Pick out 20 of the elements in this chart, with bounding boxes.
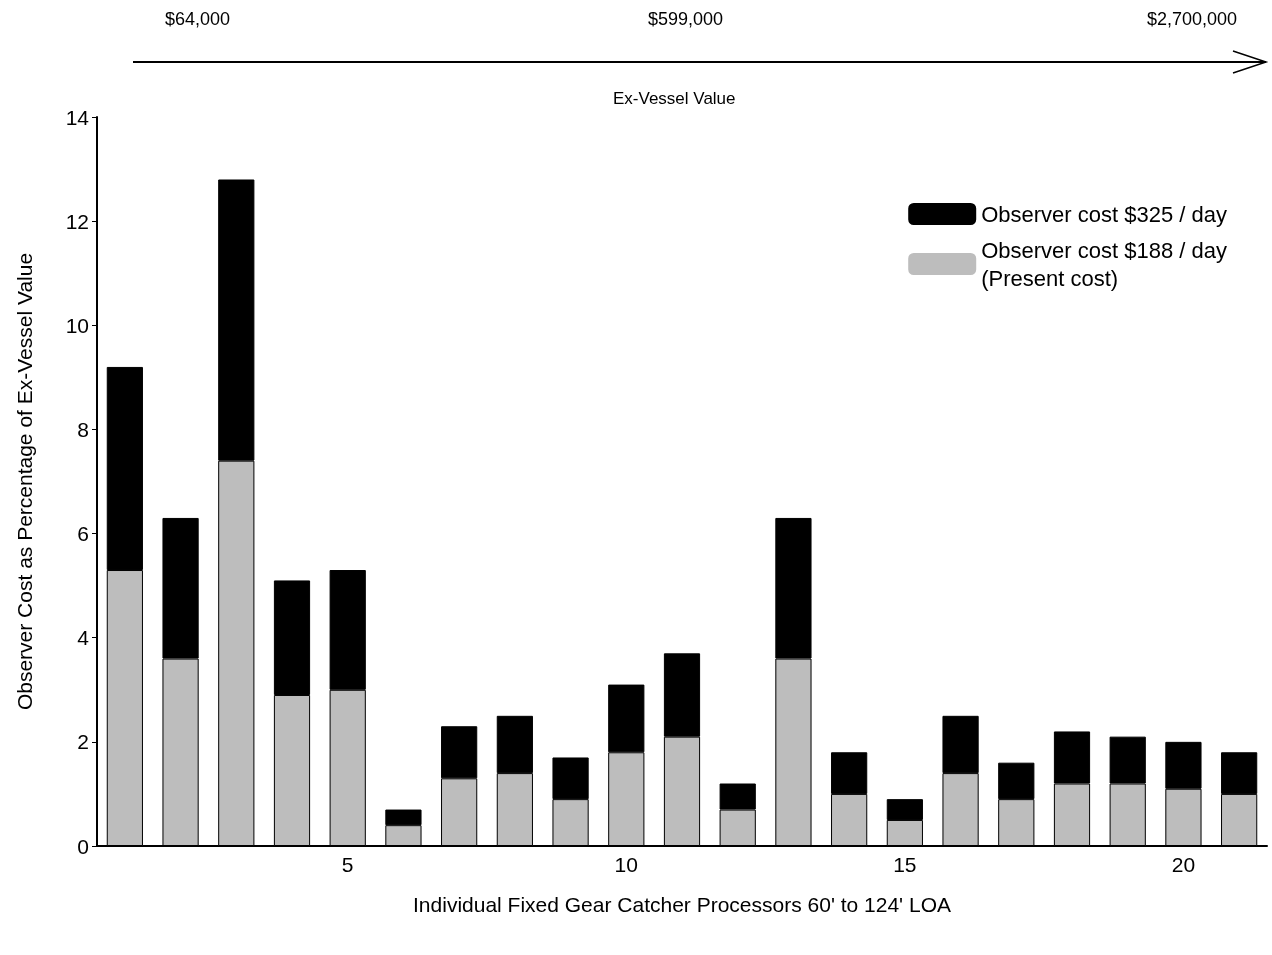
text: $64,000 — [165, 9, 231, 29]
y-tick-label: 4 — [77, 626, 90, 650]
y-tick-label: 8 — [77, 417, 89, 441]
y-tick-label: 10 — [65, 313, 89, 337]
text: $599,000 — [648, 9, 724, 29]
x-axis-title: Individual Fixed Gear Catcher Processors 60' to 124' LOA — [413, 893, 951, 916]
x-tick-label: 5 — [341, 853, 354, 876]
text: $2,700,000 — [1146, 9, 1238, 29]
x-tick-label: 15 — [893, 853, 917, 876]
x-tick-label: 20 — [1171, 853, 1196, 876]
y-tick-label: 14 — [65, 105, 90, 129]
x-tick-label: 10 — [614, 853, 638, 876]
y-tick-label: 12 — [65, 209, 89, 233]
y-tick-label: 0 — [77, 834, 89, 858]
legend-label: Observer cost $188 / day (Present cost) — [981, 237, 1227, 291]
y-tick-label: 6 — [77, 522, 89, 546]
text: Ex-Vessel Value — [613, 89, 736, 108]
y-tick-label: 2 — [77, 730, 89, 754]
y-axis-title: Observer Cost as Percentage of Ex-Vessel Value — [13, 252, 36, 711]
legend-label: Observer cost $325 / day — [981, 201, 1227, 227]
